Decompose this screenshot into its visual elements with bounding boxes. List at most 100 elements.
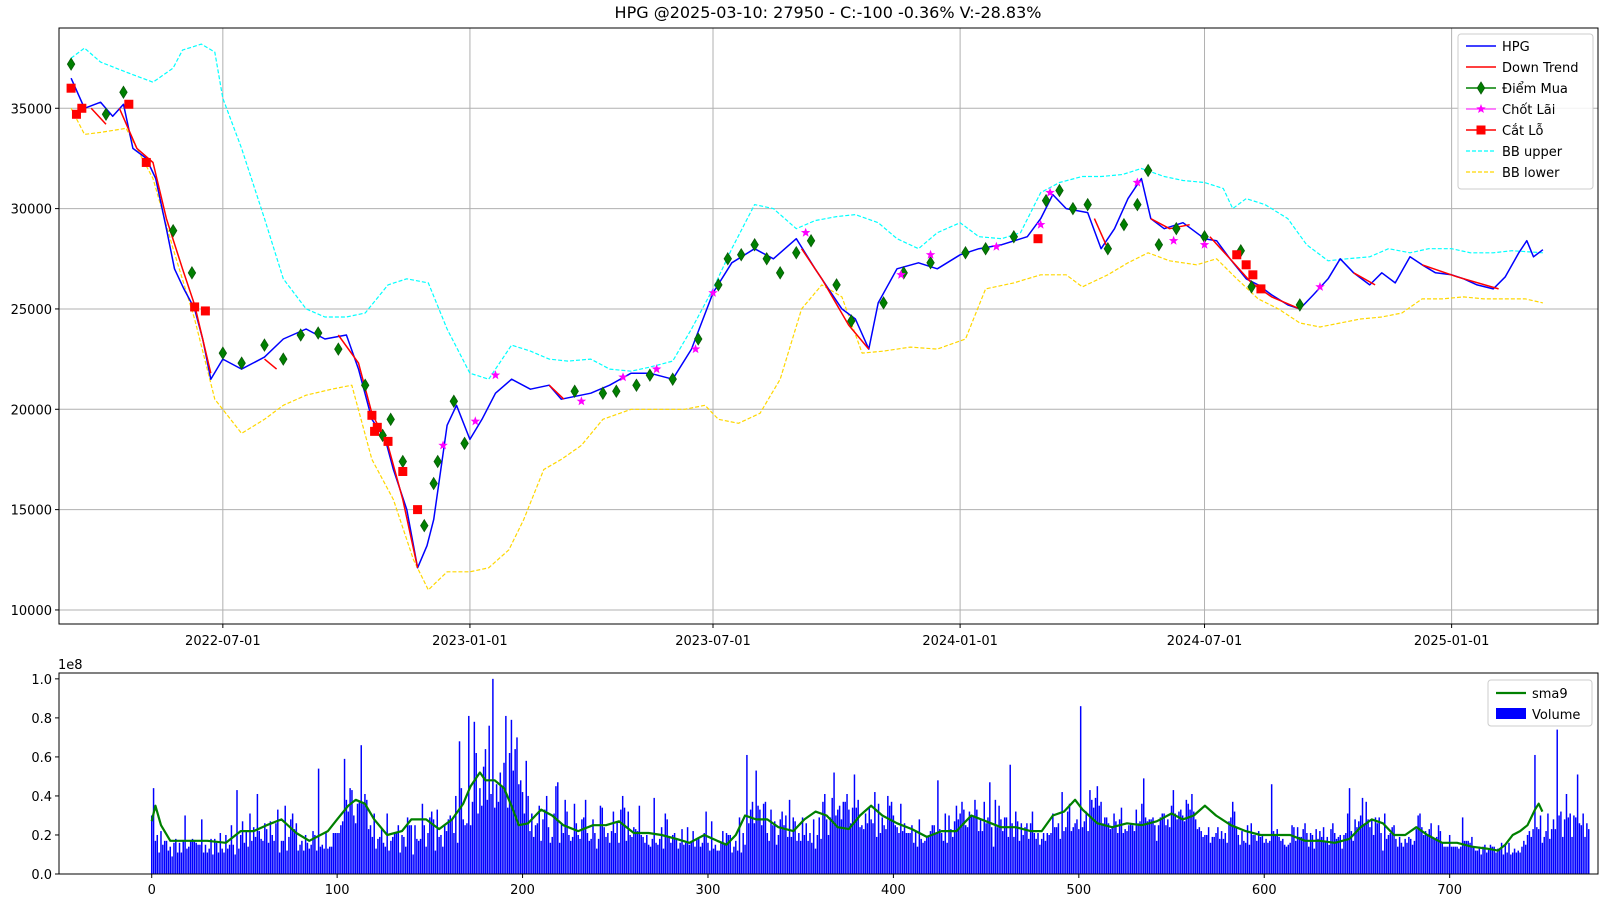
volume-bar (1547, 813, 1549, 874)
volume-bar (1565, 793, 1568, 874)
price-x-tick-label: 2024-01-01 (922, 634, 998, 649)
volume-bar (1003, 817, 1006, 874)
volume-bar (327, 848, 329, 874)
volume-bar (1493, 846, 1495, 874)
volume-bar (657, 844, 659, 874)
volume-bar (916, 846, 919, 874)
volume-bar (1523, 840, 1525, 874)
volume-bar (495, 784, 498, 874)
volume-bar (1007, 836, 1010, 874)
volume-bar (888, 805, 891, 874)
volume-bar (494, 807, 496, 874)
volume-bar (1380, 833, 1382, 874)
volume-bar (1215, 833, 1217, 874)
volume-bar (922, 842, 924, 874)
volume-bar (1128, 825, 1130, 874)
volume-bar (633, 827, 635, 874)
volume-bar (1276, 829, 1278, 874)
volume-bar (783, 825, 785, 874)
volume-bar (924, 840, 926, 874)
volume-bar (384, 846, 387, 874)
volume-bar (1359, 815, 1362, 874)
volume-bar (620, 809, 622, 874)
volume-bar (1191, 793, 1193, 874)
volume-bar (1172, 790, 1175, 874)
volume-bar (1456, 846, 1458, 874)
volume-bar (970, 815, 973, 874)
volume-bar (855, 807, 858, 874)
buy-marker (460, 436, 469, 451)
price-y-tick-label: 10000 (11, 604, 52, 619)
chart-title: HPG @2025-03-10: 27950 - C:-100 -0.36% V… (615, 3, 1042, 22)
stop-loss-marker (200, 306, 210, 316)
volume-bar (1500, 842, 1503, 874)
volume-bar (744, 844, 746, 874)
buy-marker (66, 57, 76, 71)
volume-bar (1489, 844, 1492, 874)
volume-bar (1059, 838, 1062, 874)
volume-bar (1346, 813, 1349, 874)
volume-bar (1471, 836, 1473, 874)
volume-bar (1537, 829, 1540, 874)
volume-bar (456, 842, 459, 874)
volume-bar (214, 838, 216, 874)
volume-bar (753, 823, 756, 874)
volume-bar (1157, 825, 1160, 874)
volume-bar (738, 817, 741, 874)
volume-bar (1283, 844, 1286, 874)
buy-marker (775, 266, 785, 280)
volume-bar (1039, 844, 1041, 874)
volume-bar (1302, 829, 1304, 874)
volume-bar (1187, 803, 1189, 874)
volume-bar (1332, 823, 1334, 874)
volume-bar (1130, 823, 1132, 874)
volume-bar (903, 823, 906, 874)
volume-bar (1293, 827, 1295, 874)
volume-bar (215, 842, 218, 874)
buy-marker (1041, 193, 1051, 208)
volume-bar (375, 848, 377, 874)
volume-bar (940, 833, 943, 874)
buy-marker (750, 237, 759, 252)
price-x-tick-label: 2022-07-01 (185, 634, 261, 649)
volume-bar (1104, 817, 1106, 874)
volume-bar (1033, 833, 1036, 874)
volume-bar (212, 854, 214, 874)
volume-bar (1439, 831, 1442, 874)
volume-offset-label: 1e8 (58, 658, 83, 673)
volume-bar (1000, 819, 1002, 874)
volume-bar (490, 793, 492, 874)
price-x-tick-label: 2023-07-01 (675, 634, 751, 649)
volume-bar (720, 842, 722, 874)
volume-bar (1391, 827, 1393, 874)
volume-bar (518, 784, 520, 874)
volume-bar (866, 823, 869, 874)
volume-bar (1498, 848, 1501, 874)
volume-bar (297, 850, 299, 874)
volume-bar (963, 809, 965, 874)
volume-bar (479, 788, 481, 874)
volume-bar (223, 852, 225, 874)
volume-bar (1198, 827, 1201, 874)
volume-bar (443, 825, 446, 874)
bb-upper-line (70, 43, 1543, 380)
price-markers (66, 57, 1325, 533)
volume-bar (1356, 827, 1358, 874)
volume-bar (1513, 848, 1516, 874)
volume-bar (277, 809, 279, 874)
volume-bar (323, 848, 325, 874)
volume-bar (245, 831, 248, 874)
volume-bar (1361, 797, 1364, 874)
volume-bar (1382, 850, 1384, 874)
price-x-tick-label: 2023-01-01 (432, 634, 508, 649)
volume-bar (405, 846, 407, 874)
volume-bar (388, 850, 390, 874)
volume-bar (647, 844, 650, 874)
volume-bar (1441, 842, 1443, 874)
volume-bar (321, 844, 324, 874)
buy-marker (1083, 197, 1092, 212)
volume-bar (1474, 850, 1477, 874)
volume-bar (399, 852, 401, 874)
volume-bar (1536, 827, 1538, 874)
volume-bar (180, 852, 183, 874)
